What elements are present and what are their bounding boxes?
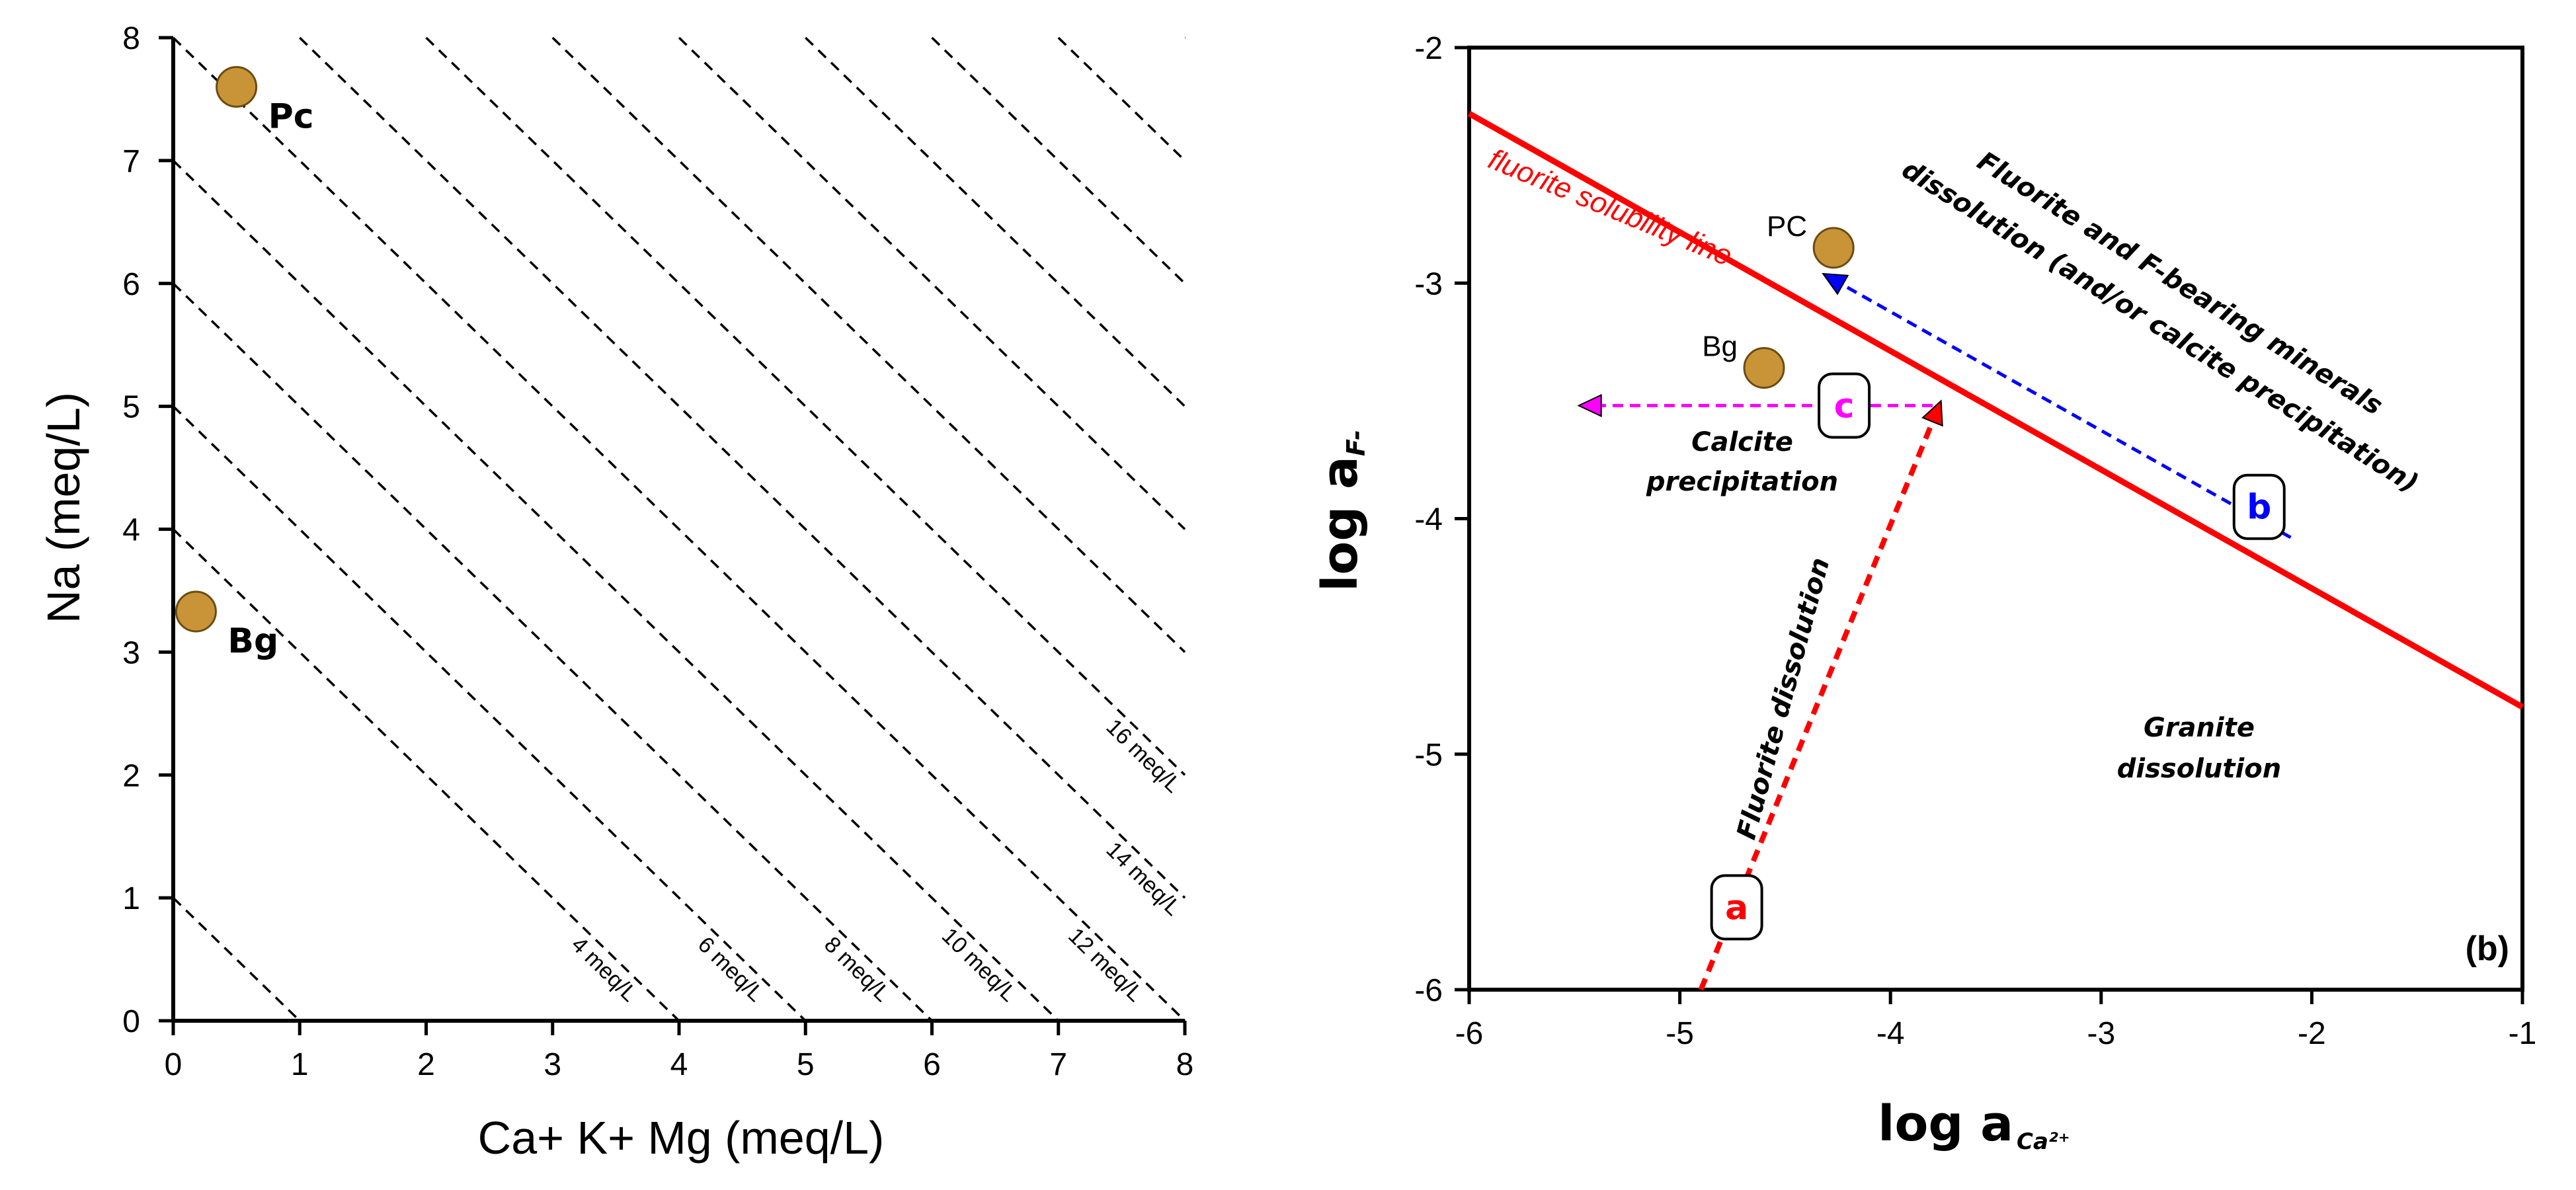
iso-line: [299, 36, 1186, 899]
arrow-b-badge-label: b: [2247, 488, 2271, 528]
left-x-axis-label: Ca+ K+ Mg (meq/L): [478, 1112, 885, 1164]
arrow-b-badge: [2232, 473, 2286, 540]
sample-point-label: Pc: [268, 97, 314, 136]
panel-label: (b): [2466, 930, 2509, 968]
arrow-c-caption-line1: Calcite: [1691, 427, 1793, 457]
right-x-tick-label: -5: [1666, 1016, 1694, 1051]
right-x-tick-label: -1: [2509, 1016, 2537, 1051]
iso-line: [551, 36, 1186, 653]
arrow-b-caption-line1: Fluorite and F-bearing minerals: [1972, 146, 2388, 422]
left-x-tick-label: 2: [417, 1047, 435, 1082]
left-y-tick-label: 8: [122, 21, 140, 56]
arrow-c-caption-line2: precipitation: [1646, 467, 1838, 497]
region-label-line1: Granite: [2144, 713, 2255, 743]
left-x-tick-label: 7: [1049, 1047, 1067, 1082]
right-y-axis-label-main: log a: [1312, 456, 1369, 592]
left-x-tick-label: 5: [797, 1047, 815, 1082]
left-y-tick-label: 0: [122, 1004, 140, 1039]
right-x-tick-label: -6: [1455, 1016, 1484, 1051]
left-y-tick-label: 7: [122, 144, 140, 179]
arrow-a-caption: Fluorite dissolution: [1731, 555, 1835, 843]
iso-line-label: 4 meq/L: [567, 932, 642, 1007]
sample-point: [216, 65, 258, 108]
right-y-tick-label: -3: [1414, 266, 1443, 301]
arrow-a-head: [1921, 399, 1943, 427]
left-y-axis-label: Na (meq/L): [38, 392, 89, 623]
left-y-tick-label: 1: [122, 881, 140, 916]
sample-point: [175, 590, 217, 633]
right-x-tick-label: -3: [2087, 1016, 2115, 1051]
right-y-tick-label: -6: [1414, 973, 1443, 1008]
iso-line: [425, 36, 1186, 776]
left-panel: 4 meq/L 6 meq/L 8 meq/L 10 meq/L 12 meq/L14 …: [38, 21, 1193, 1164]
iso-line: [172, 405, 807, 1022]
iso-line: [678, 36, 1186, 530]
fluorite-solubility-line: [1467, 110, 2524, 710]
left-y-tick-label: 4: [122, 513, 140, 548]
arrow-a-badge-label: a: [1725, 888, 1748, 928]
sample-point: [1812, 227, 1855, 269]
iso-line-label: 8 meq/L: [819, 932, 895, 1007]
arrow-b-caption-line2: dissolution (and/or calcite precipitatio…: [1896, 154, 2423, 499]
right-x-axis-label-sub: Ca²⁺: [2017, 1129, 2070, 1155]
iso-line: [1057, 36, 1186, 162]
left-x-tick-label: 0: [165, 1047, 182, 1082]
right-x-axis-label-main: log a: [1878, 1095, 2013, 1152]
left-ticks: 0 1 2 3 4 5 6 7 8 0 1 2 3 4 5 6 7 8: [122, 21, 1193, 1082]
arrow-c-badge: [1818, 372, 1871, 439]
iso-line: [172, 528, 680, 1022]
right-plot-frame: [1467, 46, 2524, 992]
right-points: PC Bg: [1702, 210, 1855, 389]
region-label-line2: dissolution: [2117, 754, 2281, 784]
iso-line: [172, 36, 1186, 1022]
left-x-tick-label: 1: [291, 1047, 309, 1082]
left-x-tick-label: 8: [1176, 1047, 1194, 1082]
iso-line-label: 16 meq/L: [1102, 714, 1186, 797]
right-y-tick-label: -4: [1414, 502, 1443, 537]
iso-line-label: 12 meq/L: [1063, 923, 1148, 1006]
iso-line: [172, 159, 1059, 1022]
left-y-tick-label: 2: [122, 758, 140, 793]
right-x-tick-label: -4: [1876, 1016, 1905, 1051]
solubility-line-label: fluorite solubility line: [1484, 143, 1737, 272]
right-ticks: -6 -5 -4 -3 -2 -1 -2 -3 -4 -5 -6: [1414, 31, 2536, 1051]
sample-point: [1743, 347, 1785, 389]
left-x-tick-label: 3: [543, 1047, 561, 1082]
iso-line: [172, 282, 933, 1022]
right-y-axis-label-sub: F-: [1342, 430, 1371, 456]
sample-point-label: PC: [1767, 210, 1807, 243]
left-y-tick-label: 3: [122, 635, 140, 670]
left-y-tick-label: 5: [122, 390, 140, 425]
right-arrows: a b c: [1577, 272, 2292, 991]
arrow-b-head: [1822, 272, 1849, 296]
arrow-c-badge-label: c: [1834, 387, 1855, 426]
sample-point-label: Bg: [227, 621, 278, 661]
left-x-tick-label: 4: [670, 1047, 688, 1082]
arrow-c-head: [1577, 393, 1602, 418]
iso-line: [931, 36, 1186, 285]
right-x-tick-label: -2: [2298, 1016, 2326, 1051]
sample-point-label: Bg: [1702, 331, 1738, 363]
right-y-axis-label: log a: [1312, 456, 1369, 592]
iso-line-label: 10 meq/L: [937, 923, 1022, 1006]
right-y-tick-label: -2: [1414, 31, 1443, 66]
right-panel: -6 -5 -4 -3 -2 -1 -2 -3 -4 -5 -6 fluorite solubili…: [1312, 31, 2536, 1155]
iso-line-label: 6 meq/L: [693, 932, 768, 1007]
right-x-axis-label: log a: [1878, 1095, 2013, 1152]
left-points: Pc Bg: [175, 65, 314, 661]
arrow-a-badge: [1710, 874, 1763, 941]
left-x-tick-label: 6: [923, 1047, 941, 1082]
iso-line: [805, 36, 1186, 407]
iso-line: [172, 896, 301, 1022]
left-y-tick-label: 6: [122, 267, 140, 302]
right-y-tick-label: -5: [1414, 738, 1443, 773]
iso-line-label: 14 meq/L: [1102, 837, 1186, 920]
iso-lines: 4 meq/L 6 meq/L 8 meq/L 10 meq/L 12 meq/L14 …: [172, 36, 1186, 1022]
